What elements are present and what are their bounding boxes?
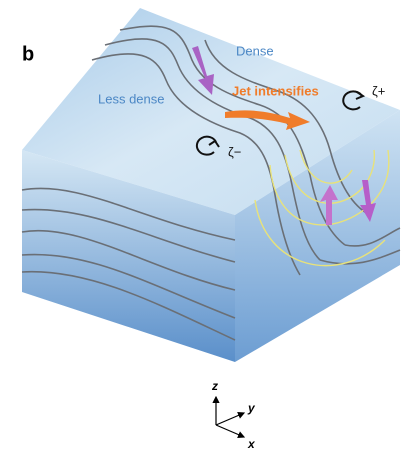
axes-glyph bbox=[216, 397, 244, 437]
x-axis bbox=[216, 425, 244, 437]
zeta-minus-label: ζ− bbox=[228, 144, 241, 159]
dense-label: Dense bbox=[236, 43, 274, 58]
less-dense-label: Less dense bbox=[98, 91, 165, 106]
panel-label: b bbox=[22, 43, 34, 65]
y-axis bbox=[216, 413, 244, 425]
zeta-plus-label: ζ+ bbox=[372, 83, 385, 98]
z-label: z bbox=[211, 379, 218, 393]
y-label: y bbox=[247, 401, 256, 415]
jet-label: Jet intensifies bbox=[232, 83, 319, 98]
x-label: x bbox=[247, 437, 256, 451]
diagram: b Dense Less dense Jet intensifies ζ+ ζ−… bbox=[0, 0, 419, 453]
